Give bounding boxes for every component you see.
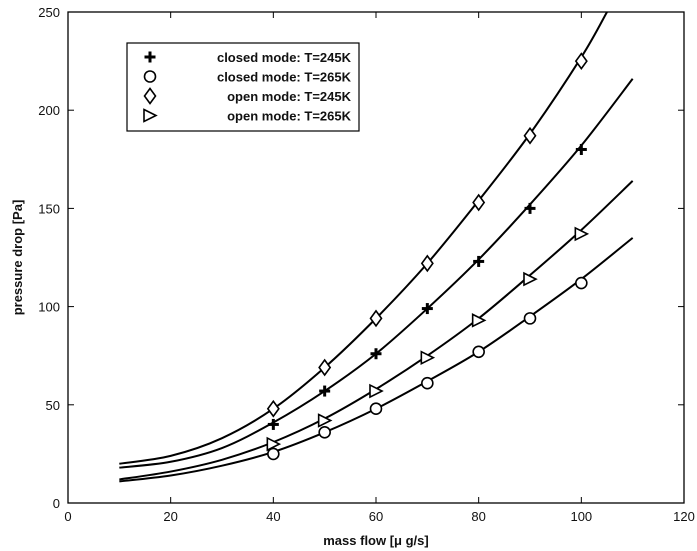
data-point-series-3 xyxy=(420,254,434,273)
y-axis: 0 50 100 150 200 250 xyxy=(38,5,684,511)
data-point-series-2 xyxy=(267,447,280,461)
fit-curves xyxy=(119,12,634,483)
data-point-series-2 xyxy=(369,402,383,416)
x-tick-label: 60 xyxy=(369,509,383,524)
legend: closed mode: T=245K closed mode: T=265K op… xyxy=(126,42,360,132)
data-point-series-3 xyxy=(369,309,383,328)
x-axis: 0 20 40 60 80 100 120 xyxy=(64,12,695,524)
x-tick-label: 20 xyxy=(163,509,177,524)
legend-marker-3 xyxy=(143,87,157,105)
data-point-series-2 xyxy=(575,276,588,290)
data-point-series-3 xyxy=(266,399,280,418)
fit-curve-series-2 xyxy=(119,237,634,483)
legend-marker-4 xyxy=(143,108,158,123)
data-point-series-1 xyxy=(319,385,331,397)
data-point-series-4 xyxy=(471,313,487,328)
data-point-series-3 xyxy=(472,193,486,212)
y-tick-label: 0 xyxy=(53,496,60,511)
data-point-series-1 xyxy=(473,255,485,267)
data-point-series-4 xyxy=(369,383,384,399)
x-tick-label: 0 xyxy=(64,509,71,524)
x-tick-label: 80 xyxy=(471,509,485,524)
fit-curve-series-3 xyxy=(119,12,608,465)
y-tick-label: 250 xyxy=(38,5,60,20)
data-points xyxy=(266,52,590,461)
y-axis-label: pressure drop [Pa] xyxy=(10,200,25,316)
data-point-series-4 xyxy=(317,413,333,428)
x-tick-label: 100 xyxy=(570,509,592,524)
data-point-series-2 xyxy=(523,312,537,325)
data-point-series-1 xyxy=(575,143,587,155)
data-point-series-3 xyxy=(574,52,588,70)
y-tick-label: 150 xyxy=(38,201,60,216)
x-tick-label: 120 xyxy=(673,509,695,524)
data-point-series-4 xyxy=(266,436,282,452)
data-point-series-2 xyxy=(421,376,434,390)
legend-label-3: open mode: T=245K xyxy=(227,89,351,104)
data-point-series-2 xyxy=(472,345,485,359)
legend-label-2: closed mode: T=265K xyxy=(217,70,352,85)
y-tick-label: 200 xyxy=(38,103,60,118)
legend-label-1: closed mode: T=245K xyxy=(217,50,352,65)
data-point-series-1 xyxy=(267,418,279,430)
fit-curve-series-1 xyxy=(119,78,634,469)
data-point-series-4 xyxy=(420,350,436,365)
fit-curve-series-4 xyxy=(119,180,634,481)
x-axis-label: mass flow [μ g/s] xyxy=(323,533,428,548)
data-point-series-1 xyxy=(370,348,382,360)
data-point-series-2 xyxy=(318,425,331,439)
y-tick-label: 100 xyxy=(38,300,60,315)
x-tick-label: 40 xyxy=(266,509,280,524)
data-point-series-1 xyxy=(421,303,433,315)
legend-label-4: open mode: T=265K xyxy=(227,109,351,124)
y-tick-label: 50 xyxy=(46,398,60,413)
data-point-series-1 xyxy=(524,202,536,214)
data-point-series-3 xyxy=(523,126,537,145)
data-point-series-4 xyxy=(574,226,590,242)
legend-marker-1 xyxy=(144,51,156,63)
data-point-series-3 xyxy=(318,358,332,377)
data-point-series-4 xyxy=(523,271,538,287)
legend-box xyxy=(126,42,360,132)
legend-marker-2 xyxy=(143,70,157,83)
